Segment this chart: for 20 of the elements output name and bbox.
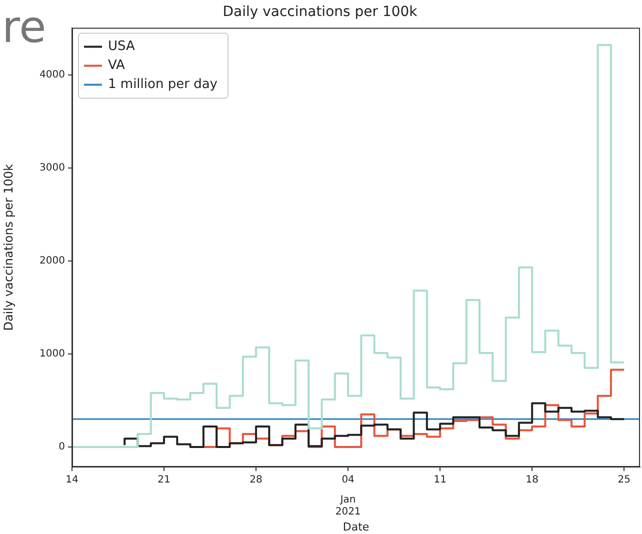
legend-label: 1 million per day [108,77,218,92]
legend-label: VA [108,58,126,74]
x-axis-title: Date [342,520,370,534]
y-tick-label: 4000 [40,69,65,80]
legend-label: USA [108,39,136,54]
x-tick-label: 18 [526,474,538,486]
text: Jan 2021 [335,494,361,518]
y-tick-label: 1000 [40,348,65,360]
x-tick-label: 14 [66,474,78,486]
x-tick-label: 25 [618,474,630,486]
text: re [2,2,46,53]
y-tick-label: 2000 [40,255,65,266]
y-tick-label: 3000 [40,162,65,174]
chart-title: Daily vaccinations per 100k [222,4,418,20]
x-tick-label: 28 [250,474,262,486]
x-tick-label: 21 [158,474,170,486]
y-tick-label: 0 [58,442,65,453]
y-axis-title: Daily vaccinations per 100k [1,164,16,331]
x-tick-label: 11 [434,474,446,486]
x-tick-label: 04 [342,474,354,486]
